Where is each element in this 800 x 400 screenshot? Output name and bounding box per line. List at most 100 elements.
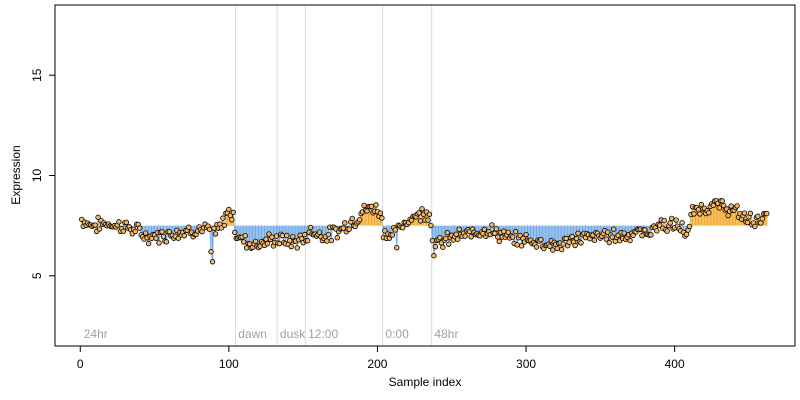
- data-point: [679, 220, 685, 226]
- data-point: [136, 225, 143, 231]
- y-tick-label: 15: [30, 68, 44, 82]
- data-point: [741, 210, 748, 216]
- data-point: [221, 222, 228, 229]
- data-point: [489, 222, 495, 228]
- data-point: [734, 203, 740, 209]
- data-point: [550, 247, 556, 253]
- data-point: [186, 224, 192, 230]
- data-point: [554, 245, 560, 252]
- segment-label: dawn: [238, 327, 267, 341]
- data-point: [547, 243, 553, 249]
- data-point: [560, 241, 566, 247]
- data-point: [288, 243, 294, 250]
- data-point: [269, 234, 275, 240]
- data-point: [591, 237, 598, 243]
- data-point: [639, 232, 645, 239]
- data-point: [642, 227, 648, 233]
- data-point: [242, 232, 248, 239]
- data-point: [621, 230, 627, 236]
- data-point: [142, 230, 149, 236]
- data-point: [229, 217, 235, 223]
- data-point: [668, 215, 675, 222]
- segment-label: 24hr: [84, 327, 108, 341]
- data-point: [648, 232, 654, 238]
- data-point: [132, 228, 138, 235]
- data-point: [181, 233, 187, 239]
- data-point: [342, 220, 348, 226]
- data-point: [710, 202, 716, 209]
- data-point: [752, 223, 758, 230]
- data-point: [389, 232, 396, 238]
- data-point: [175, 235, 182, 241]
- data-point: [443, 235, 449, 242]
- y-tick-label: 10: [30, 169, 44, 183]
- data-point: [232, 229, 238, 236]
- data-point: [153, 235, 159, 241]
- data-point: [512, 228, 519, 235]
- data-point: [92, 222, 98, 228]
- data-point: [514, 242, 520, 248]
- data-point: [208, 249, 214, 255]
- segment-label: 12:00: [308, 327, 338, 341]
- data-point: [755, 213, 761, 219]
- data-point: [392, 227, 398, 233]
- data-point: [606, 239, 612, 246]
- y-axis-label: Expression: [9, 145, 23, 204]
- data-point: [364, 208, 370, 214]
- data-point: [241, 239, 247, 245]
- data-point: [559, 246, 565, 253]
- y-axis: 5 10 15: [30, 68, 56, 279]
- data-point: [764, 210, 770, 217]
- data-point: [432, 243, 439, 250]
- data-point: [716, 205, 722, 211]
- data-point: [744, 219, 751, 226]
- data-point: [294, 245, 300, 251]
- data-point: [759, 216, 766, 222]
- data-point: [307, 224, 314, 231]
- x-tick-label: 400: [665, 357, 685, 371]
- data-point: [264, 240, 271, 247]
- data-point: [697, 211, 703, 217]
- data-point: [226, 206, 232, 213]
- data-point: [96, 226, 103, 232]
- data-point: [664, 228, 670, 234]
- segment-layer: 24hr dawn dusk 12:00 0:00 48hr: [84, 5, 458, 346]
- data-point: [454, 236, 461, 242]
- data-point: [160, 233, 167, 240]
- data-point: [706, 210, 712, 216]
- data-point: [572, 242, 578, 249]
- data-point: [518, 243, 525, 249]
- plot-frame: [54, 4, 796, 347]
- data-point: [159, 229, 165, 235]
- data-point: [145, 240, 152, 247]
- data-point: [266, 231, 272, 237]
- data-point: [324, 238, 330, 244]
- x-axis-label: Sample index: [389, 375, 462, 389]
- x-tick-label: 300: [516, 357, 536, 371]
- data-point: [373, 202, 379, 208]
- data-point: [538, 236, 544, 243]
- data-point: [569, 233, 575, 240]
- data-point: [719, 198, 725, 204]
- data-point: [495, 234, 501, 240]
- data-point: [206, 226, 213, 233]
- x-axis: 0 100 200 300 400: [77, 345, 685, 371]
- data-point: [394, 245, 400, 251]
- data-point: [426, 211, 433, 218]
- data-point: [328, 237, 335, 244]
- data-point: [230, 209, 237, 216]
- data-point: [284, 232, 290, 239]
- data-point: [609, 234, 615, 240]
- data-point: [349, 215, 355, 222]
- segment-label: dusk: [280, 327, 306, 341]
- data-point: [533, 244, 540, 250]
- data-point: [603, 236, 609, 242]
- data-point: [468, 234, 474, 240]
- data-point: [334, 235, 341, 241]
- data-point: [212, 231, 219, 237]
- data-point: [566, 239, 572, 245]
- data-point: [377, 210, 384, 216]
- y-tick-label: 5: [30, 272, 44, 279]
- data-point: [654, 228, 660, 234]
